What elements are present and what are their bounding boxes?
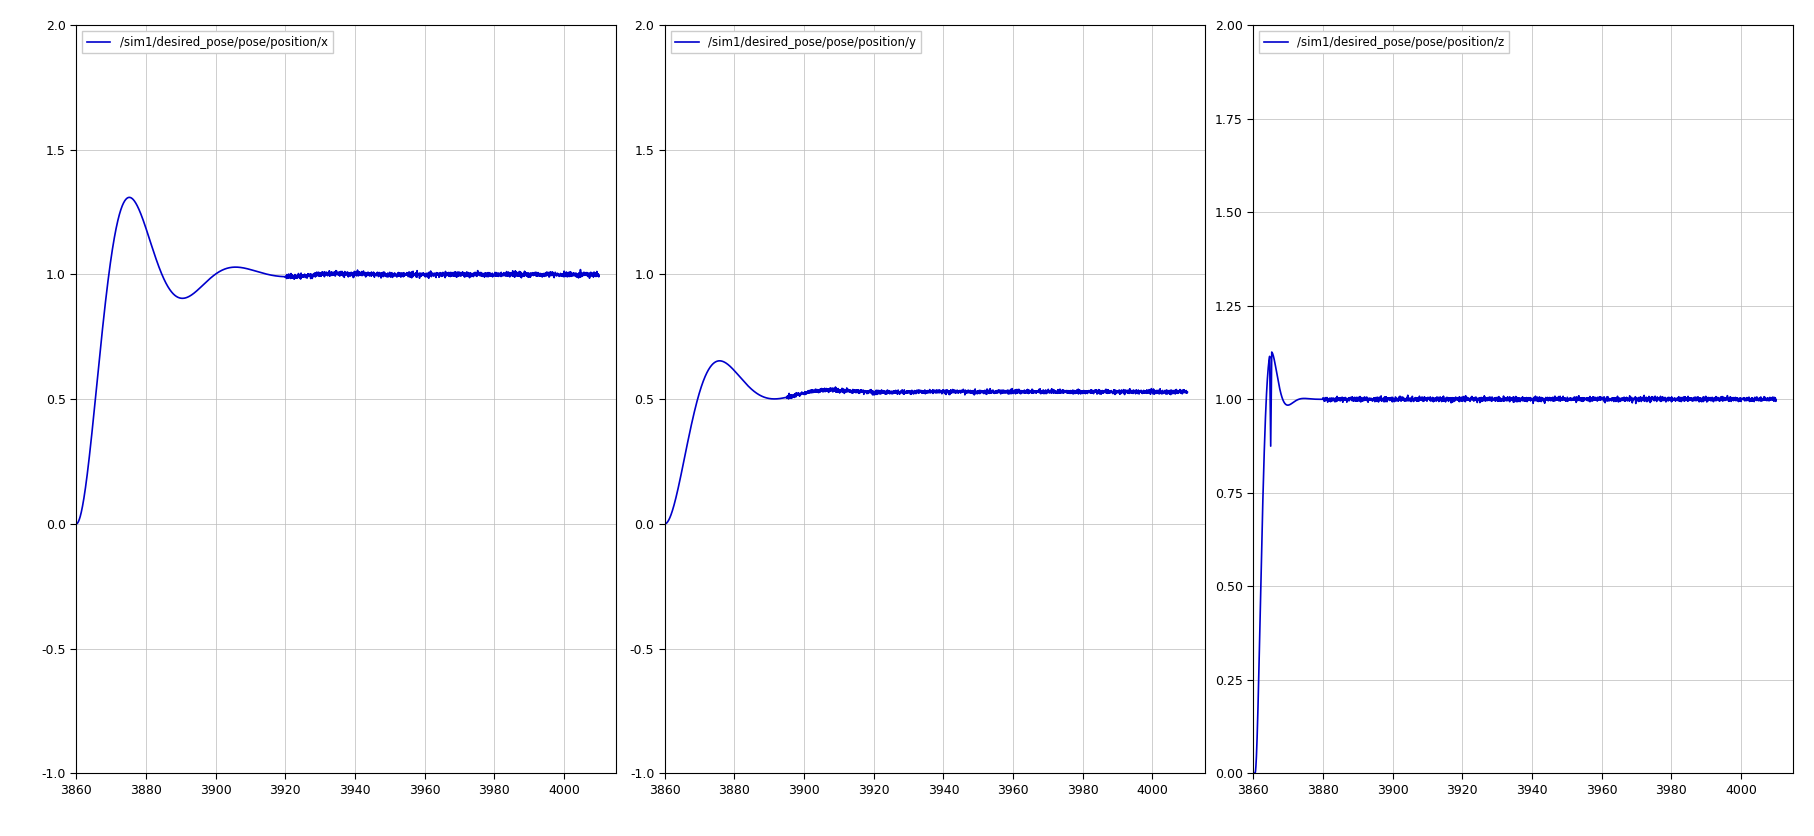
/sim1/desired_pose/pose/position/y (929, 385, 951, 395)
Legend: /sim1/desired_pose/pose/position/z: /sim1/desired_pose/pose/position/z (1259, 31, 1507, 54)
/sim1/desired_pose/pose/position/z (1261, 347, 1282, 357)
/sim1/desired_pose/pose/position/y (1175, 387, 1197, 397)
/sim1/desired_pose/pose/position/y (938, 386, 960, 396)
/sim1/desired_pose/pose/position/y (1105, 386, 1126, 396)
/sim1/desired_pose/pose/position/y (795, 387, 816, 397)
/sim1/desired_pose/pose/position/z (1382, 394, 1404, 404)
/sim1/desired_pose/pose/position/x (205, 268, 227, 278)
/sim1/desired_pose/pose/position/x (517, 270, 539, 280)
/sim1/desired_pose/pose/position/y (707, 356, 729, 366)
/sim1/desired_pose/pose/position/x (67, 516, 89, 526)
/sim1/desired_pose/pose/position/z (1517, 393, 1538, 403)
/sim1/desired_pose/pose/position/y (657, 517, 678, 528)
/sim1/desired_pose/pose/position/z (1243, 768, 1264, 778)
/sim1/desired_pose/pose/position/x (65, 519, 87, 529)
Line: /sim1/desired_pose/pose/position/z: /sim1/desired_pose/pose/position/z (1253, 352, 1774, 773)
/sim1/desired_pose/pose/position/x (111, 205, 132, 215)
/sim1/desired_pose/pose/position/z (1286, 395, 1308, 405)
Legend: /sim1/desired_pose/pose/position/y: /sim1/desired_pose/pose/position/y (671, 31, 922, 54)
/sim1/desired_pose/pose/position/y (698, 364, 720, 374)
/sim1/desired_pose/pose/position/z (1694, 395, 1716, 405)
/sim1/desired_pose/pose/position/x (350, 269, 372, 279)
/sim1/desired_pose/pose/position/x (588, 271, 610, 281)
/sim1/desired_pose/pose/position/z (1244, 762, 1266, 772)
/sim1/desired_pose/pose/position/y (653, 519, 675, 529)
/sim1/desired_pose/pose/position/z (1763, 395, 1785, 405)
Line: /sim1/desired_pose/pose/position/y: /sim1/desired_pose/pose/position/y (664, 361, 1186, 524)
/sim1/desired_pose/pose/position/z (1526, 393, 1547, 403)
/sim1/desired_pose/pose/position/x (118, 192, 140, 202)
Line: /sim1/desired_pose/pose/position/x: /sim1/desired_pose/pose/position/x (76, 197, 599, 524)
/sim1/desired_pose/pose/position/x (341, 269, 363, 279)
Legend: /sim1/desired_pose/pose/position/x: /sim1/desired_pose/pose/position/x (82, 31, 332, 54)
